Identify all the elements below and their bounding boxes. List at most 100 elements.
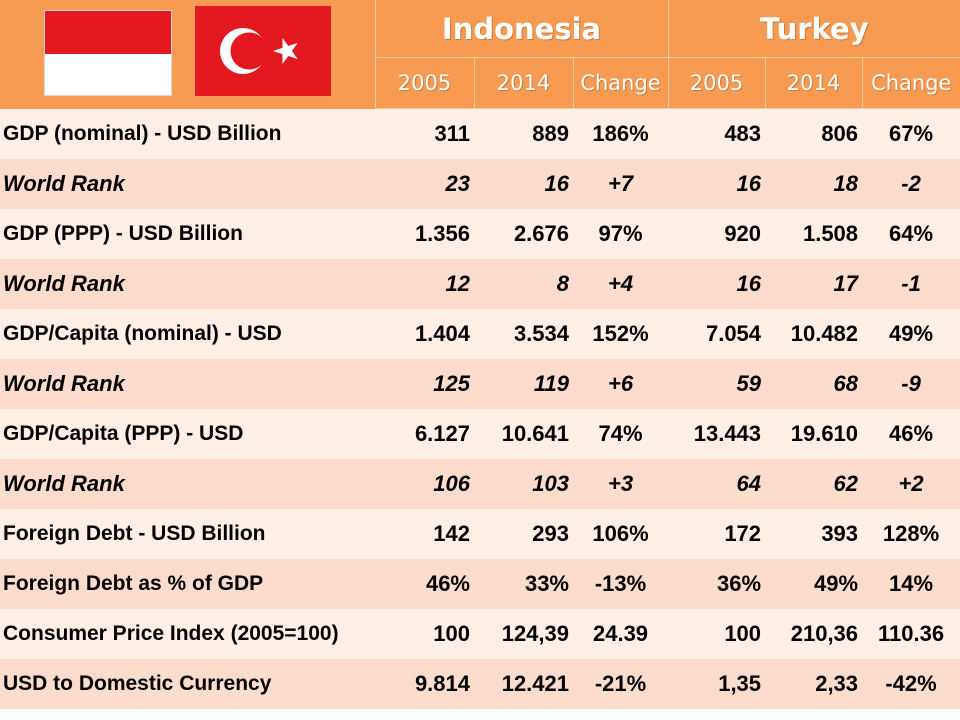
- value-cell: 806: [765, 108, 863, 159]
- value-cell: 2.676: [474, 209, 573, 259]
- table-row: World Rank 23 16 +7 16 18 -2: [0, 159, 960, 209]
- change-cell: 14%: [862, 559, 960, 609]
- value-cell: 16: [668, 259, 766, 309]
- value-cell: 311: [375, 108, 474, 159]
- value-cell: 13.443: [668, 409, 766, 459]
- value-cell: 1.404: [375, 309, 474, 359]
- change-cell: +7: [573, 159, 669, 209]
- change-cell: -2: [862, 159, 960, 209]
- value-cell: 2,33: [765, 659, 863, 709]
- table-row: World Rank 125 119 +6 59 68 -9: [0, 359, 960, 409]
- table-row: GDP/Capita (PPP) - USD 6.127 10.641 74% 13.4…: [0, 409, 960, 459]
- change-cell: 24.39: [573, 609, 669, 659]
- change-cell: +2: [862, 459, 960, 509]
- row-label: GDP (nominal) - USD Billion: [0, 108, 375, 159]
- table-row: Consumer Price Index (2005=100) 100 124,39…: [0, 609, 960, 659]
- change-cell: -9: [862, 359, 960, 409]
- change-cell: -1: [862, 259, 960, 309]
- country-header-indonesia: Indonesia: [374, 0, 669, 58]
- value-cell: 172: [668, 509, 766, 559]
- row-label: World Rank: [0, 159, 375, 209]
- value-cell: 10.482: [765, 309, 863, 359]
- crescent-star-icon: [273, 38, 298, 64]
- change-cell: 46%: [862, 409, 960, 459]
- value-cell: 920: [668, 209, 766, 259]
- value-cell: 12: [375, 259, 474, 309]
- change-cell: -21%: [573, 659, 669, 709]
- row-label: GDP/Capita (nominal) - USD: [0, 309, 375, 359]
- col-header: Change: [861, 57, 960, 109]
- table-row: Foreign Debt - USD Billion 142 293 106% 172 3…: [0, 509, 960, 559]
- value-cell: 1.356: [375, 209, 474, 259]
- value-cell: 393: [765, 509, 863, 559]
- value-cell: 16: [474, 159, 573, 209]
- value-cell: 68: [765, 359, 863, 409]
- change-cell: +6: [573, 359, 669, 409]
- value-cell: 33%: [474, 559, 573, 609]
- turkey-flag: [195, 6, 331, 96]
- country-header-turkey: Turkey: [667, 0, 960, 58]
- row-label: GDP (PPP) - USD Billion: [0, 209, 375, 259]
- table-row: Foreign Debt as % of GDP 46% 33% -13% 36% 49%…: [0, 559, 960, 609]
- value-cell: 46%: [375, 559, 474, 609]
- col-header: 2005: [667, 57, 766, 109]
- row-label: Foreign Debt - USD Billion: [0, 509, 375, 559]
- row-label: Foreign Debt as % of GDP: [0, 559, 375, 609]
- col-header: Change: [572, 57, 669, 109]
- change-cell: -13%: [573, 559, 669, 609]
- value-cell: 36%: [668, 559, 766, 609]
- col-header: 2014: [473, 57, 573, 109]
- indonesia-flag: [44, 10, 172, 96]
- value-cell: 16: [668, 159, 766, 209]
- row-label: Consumer Price Index (2005=100): [0, 609, 375, 659]
- col-header: 2014: [764, 57, 863, 109]
- value-cell: 18: [765, 159, 863, 209]
- value-cell: 7.054: [668, 309, 766, 359]
- value-cell: 119: [474, 359, 573, 409]
- value-cell: 142: [375, 509, 474, 559]
- value-cell: 19.610: [765, 409, 863, 459]
- row-label: GDP/Capita (PPP) - USD: [0, 409, 375, 459]
- value-cell: 1,35: [668, 659, 766, 709]
- value-cell: 62: [765, 459, 863, 509]
- value-cell: 889: [474, 108, 573, 159]
- value-cell: 3.534: [474, 309, 573, 359]
- change-cell: 106%: [573, 509, 669, 559]
- value-cell: 6.127: [375, 409, 474, 459]
- value-cell: 64: [668, 459, 766, 509]
- change-cell: 110.36: [862, 609, 960, 659]
- change-cell: +4: [573, 259, 669, 309]
- value-cell: 210,36: [765, 609, 863, 659]
- value-cell: 100: [668, 609, 766, 659]
- value-cell: 100: [375, 609, 474, 659]
- value-cell: 9.814: [375, 659, 474, 709]
- change-cell: 128%: [862, 509, 960, 559]
- row-label: World Rank: [0, 459, 375, 509]
- value-cell: 10.641: [474, 409, 573, 459]
- value-cell: 1.508: [765, 209, 863, 259]
- row-label: USD to Domestic Currency: [0, 659, 375, 709]
- value-cell: 106: [375, 459, 474, 509]
- change-cell: 74%: [573, 409, 669, 459]
- table-row: World Rank 12 8 +4 16 17 -1: [0, 259, 960, 309]
- value-cell: 8: [474, 259, 573, 309]
- flags-header: [0, 0, 375, 109]
- row-label: World Rank: [0, 359, 375, 409]
- value-cell: 293: [474, 509, 573, 559]
- change-cell: -42%: [862, 659, 960, 709]
- value-cell: 124,39: [474, 609, 573, 659]
- value-cell: 23: [375, 159, 474, 209]
- row-label: World Rank: [0, 259, 375, 309]
- value-cell: 103: [474, 459, 573, 509]
- value-cell: 483: [668, 108, 766, 159]
- value-cell: 125: [375, 359, 474, 409]
- table-row: GDP (nominal) - USD Billion 311 889 186% 483…: [0, 108, 960, 159]
- change-cell: +3: [573, 459, 669, 509]
- change-cell: 64%: [862, 209, 960, 259]
- change-cell: 67%: [862, 108, 960, 159]
- value-cell: 17: [765, 259, 863, 309]
- change-cell: 49%: [862, 309, 960, 359]
- change-cell: 97%: [573, 209, 669, 259]
- table-row: GDP/Capita (nominal) - USD 1.404 3.534 152%…: [0, 309, 960, 359]
